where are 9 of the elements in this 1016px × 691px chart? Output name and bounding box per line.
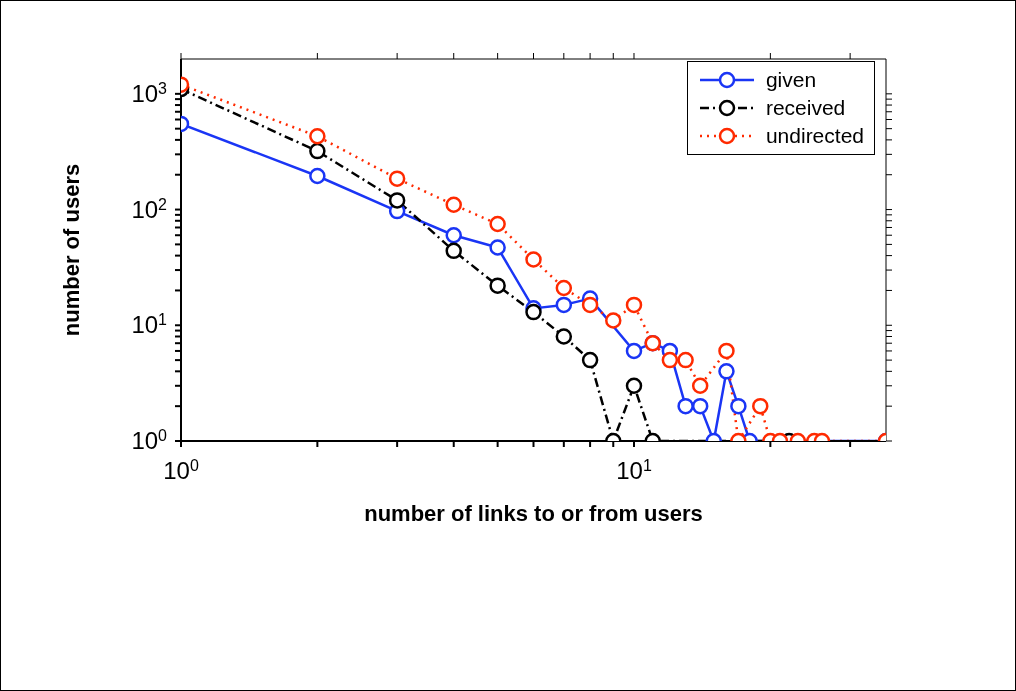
y-axis-title: number of users <box>58 163 84 337</box>
y-tick-label: 10$^{2}$ <box>131 195 168 223</box>
legend-label: given <box>765 68 817 92</box>
legend-label: received <box>765 96 846 120</box>
legend-label: undirected <box>765 124 864 148</box>
y-tick-label: 10$^{1}$ <box>131 310 168 339</box>
y-tick-label: 10$^{0}$ <box>131 426 168 454</box>
y-tick-label: 10$^{3}$ <box>131 79 168 107</box>
x-axis-title: number of links to or from users <box>364 501 703 526</box>
